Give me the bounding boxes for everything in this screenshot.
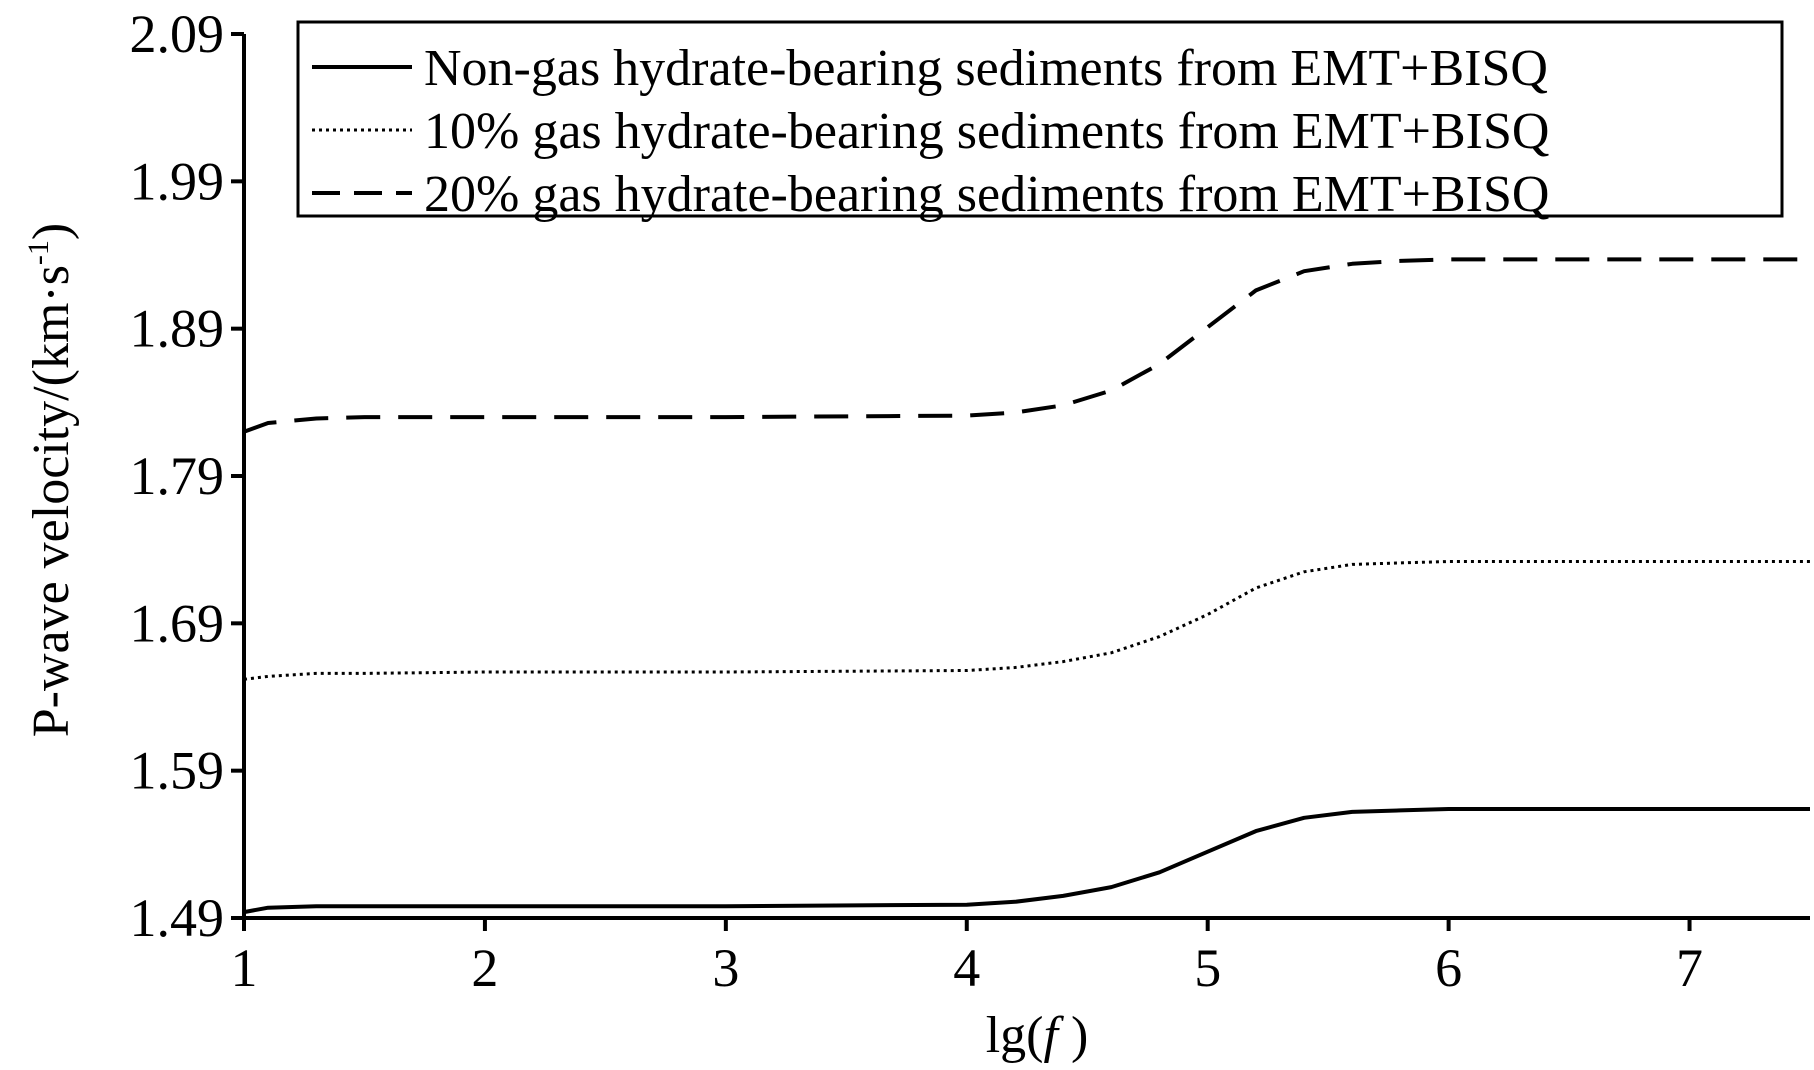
series-line-3	[243, 257, 1810, 434]
y-axis-title-close: )	[23, 223, 80, 240]
axes: 1.49 1.59 1.69 1.79 1.89 1.99 2.09 1 2 3 4 5 6 7	[130, 4, 1810, 998]
axis-titles: lg(f ) P-wave velocity/(km·s-1)	[22, 223, 1088, 1064]
legend-label-3: 20% gas hydrate-bearing sediments from E…	[424, 166, 1549, 223]
legend: Non-gas hydrate-bearing sediments from E…	[296, 20, 1784, 223]
y-axis-title-main: P-wave velocity/(km·s	[23, 265, 80, 737]
x-tick-label: 1	[231, 938, 258, 998]
y-tick-label: 1.99	[130, 151, 225, 211]
x-tick-label: 2	[471, 938, 498, 998]
y-tick-label: 1.49	[130, 888, 225, 948]
legend-label-1: Non-gas hydrate-bearing sediments from E…	[424, 40, 1548, 97]
y-tick-label: 1.69	[130, 593, 225, 653]
y-tick-label: 1.79	[130, 446, 225, 506]
plot-lines	[243, 257, 1810, 915]
series-line-2	[243, 560, 1810, 681]
x-axis-title-prefix: lg(	[986, 1007, 1044, 1064]
y-tick-label: 1.59	[130, 741, 225, 801]
y-axis-title: P-wave velocity/(km·s-1)	[22, 223, 80, 738]
x-axis-title: lg(f )	[986, 1007, 1089, 1064]
series-line-1	[243, 807, 1810, 915]
x-tick-label: 3	[712, 938, 739, 998]
y-tick-label: 1.89	[130, 299, 225, 359]
legend-box	[296, 20, 1784, 218]
x-tick-label: 5	[1194, 938, 1221, 998]
x-tick-label: 6	[1435, 938, 1462, 998]
y-axis-title-superscript: -1	[22, 240, 55, 265]
x-tick-label: 4	[953, 938, 980, 998]
x-tick-label: 7	[1676, 938, 1703, 998]
legend-label-2: 10% gas hydrate-bearing sediments from E…	[424, 103, 1549, 160]
y-tick-label: 2.09	[130, 4, 225, 64]
x-axis-title-suffix: )	[1058, 1007, 1088, 1064]
